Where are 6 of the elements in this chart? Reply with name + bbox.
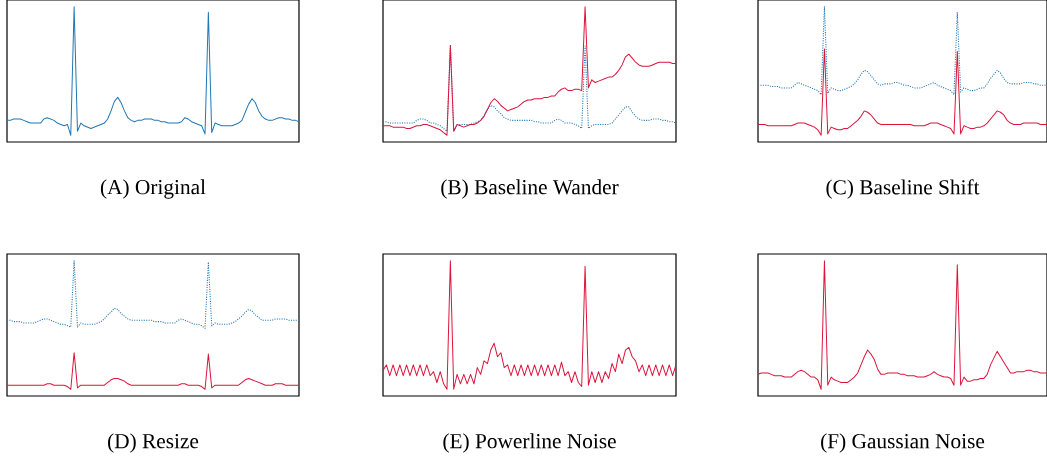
text: (B) Baseline Wander	[441, 179, 619, 199]
text: (D) Resize	[108, 433, 199, 453]
text: (F) Gaussian Noise	[821, 433, 985, 453]
text: (C) Baseline Shift	[826, 179, 980, 199]
text: (A) Original	[100, 179, 206, 199]
text: (E) Powerline Noise	[443, 433, 616, 453]
